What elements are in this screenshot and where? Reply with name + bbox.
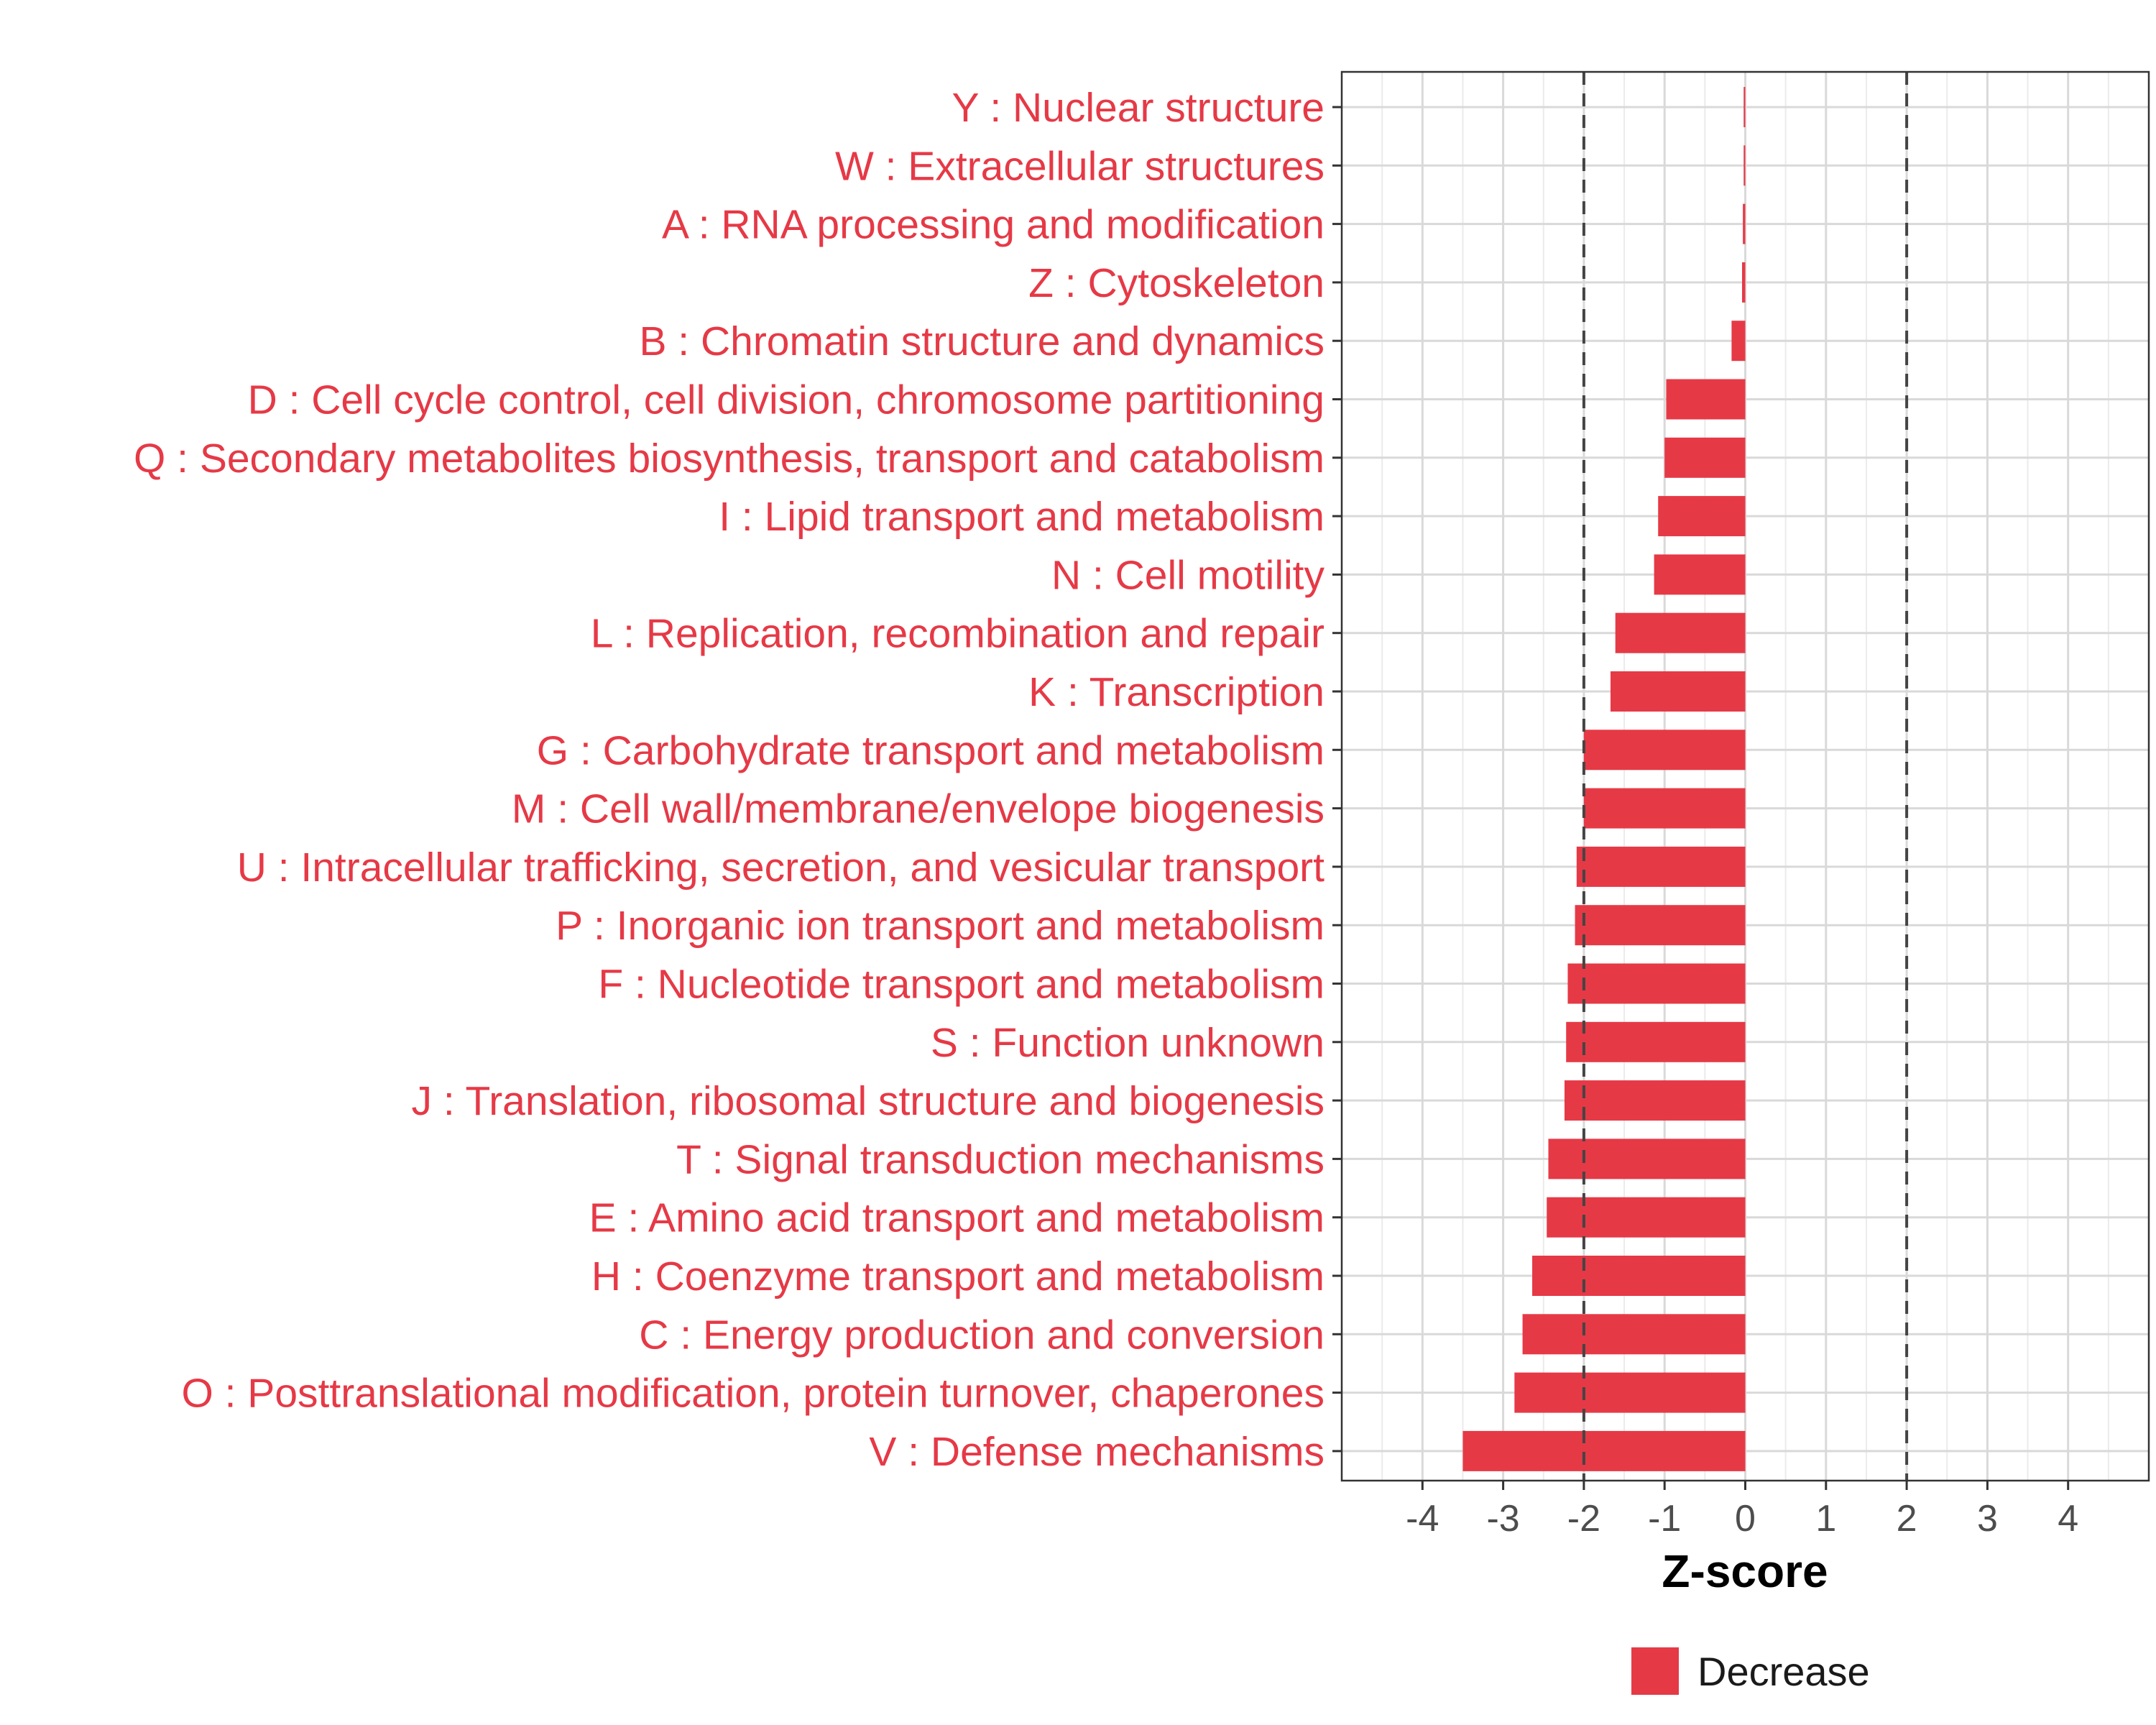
bar [1532, 1256, 1746, 1296]
category-label: M : Cell wall/membrane/envelope biogenes… [512, 786, 1325, 832]
bar [1610, 671, 1746, 712]
bar [1743, 203, 1746, 244]
bar [1566, 1021, 1746, 1062]
bar [1583, 788, 1746, 829]
x-tick-label: 4 [2058, 1498, 2078, 1540]
bar [1658, 496, 1746, 537]
x-tick-label: -4 [1406, 1498, 1439, 1540]
x-tick-label: 2 [1897, 1498, 1917, 1540]
bar [1548, 1138, 1746, 1179]
bar [1742, 262, 1746, 303]
category-label: Q : Secondary metabolites biosynthesis, … [134, 436, 1325, 482]
x-tick-label: 0 [1735, 1498, 1756, 1540]
bar [1564, 1080, 1746, 1121]
legend: Decrease [1631, 1647, 1870, 1695]
bar [1576, 846, 1746, 887]
category-label: A : RNA processing and modification [662, 202, 1325, 248]
x-tick-label: -2 [1567, 1498, 1600, 1540]
category-label: T : Signal transduction mechanisms [676, 1136, 1325, 1182]
x-axis: -4 -3 -2 -1 0 1 2 3 4 [1406, 1481, 2078, 1540]
category-label: S : Function unknown [931, 1020, 1325, 1066]
category-label: Z : Cytoskeleton [1028, 260, 1325, 306]
bar [1664, 437, 1746, 478]
category-label: Y : Nuclear structure [952, 85, 1325, 131]
bar [1666, 379, 1746, 420]
category-label: D : Cell cycle control, cell division, c… [248, 377, 1325, 423]
category-label: E : Amino acid transport and metabolism [589, 1195, 1325, 1241]
y-axis: Y : Nuclear structure W : Extracellular s… [134, 85, 1342, 1475]
bar [1583, 730, 1746, 770]
bar [1462, 1430, 1746, 1471]
category-label: H : Coenzyme transport and metabolism [591, 1254, 1325, 1300]
category-label: K : Transcription [1028, 669, 1325, 715]
category-label: L : Replication, recombination and repai… [591, 611, 1325, 657]
category-label: C : Energy production and conversion [639, 1312, 1325, 1358]
x-tick-label: -1 [1648, 1498, 1681, 1540]
bar [1615, 612, 1746, 653]
category-label: O : Posttranslational modification, prot… [181, 1371, 1325, 1417]
bar [1547, 1197, 1746, 1238]
category-label: V : Defense mechanisms [869, 1429, 1325, 1475]
threshold-lines [1582, 72, 1909, 1481]
grid-lines [1342, 72, 2149, 1481]
x-axis-title: Z-score [1662, 1545, 1828, 1597]
category-label: J : Translation, ribosomal structure and… [412, 1078, 1325, 1124]
bar [1731, 321, 1746, 362]
category-label: F : Nucleotide transport and metabolism [598, 962, 1325, 1008]
bar [1654, 554, 1746, 595]
bar [1743, 87, 1746, 127]
x-tick-label: 3 [1977, 1498, 1998, 1540]
bar [1522, 1314, 1746, 1355]
bar [1575, 905, 1746, 946]
category-label: B : Chromatin structure and dynamics [639, 318, 1325, 364]
bar [1567, 963, 1746, 1004]
bar [1514, 1372, 1746, 1413]
legend-label-decrease: Decrease [1697, 1649, 1870, 1694]
bars [1462, 87, 1746, 1471]
bar [1743, 145, 1746, 186]
category-label: I : Lipid transport and metabolism [719, 494, 1325, 540]
x-tick-label: -3 [1486, 1498, 1519, 1540]
legend-swatch-decrease [1631, 1647, 1679, 1695]
category-label: N : Cell motility [1051, 552, 1325, 598]
category-label: P : Inorganic ion transport and metaboli… [556, 903, 1325, 949]
x-tick-label: 1 [1815, 1498, 1836, 1540]
category-label: G : Carbohydrate transport and metabolis… [537, 727, 1325, 773]
category-label: U : Intracellular trafficking, secretion… [237, 845, 1325, 891]
category-label: W : Extracellular structures [835, 143, 1325, 189]
